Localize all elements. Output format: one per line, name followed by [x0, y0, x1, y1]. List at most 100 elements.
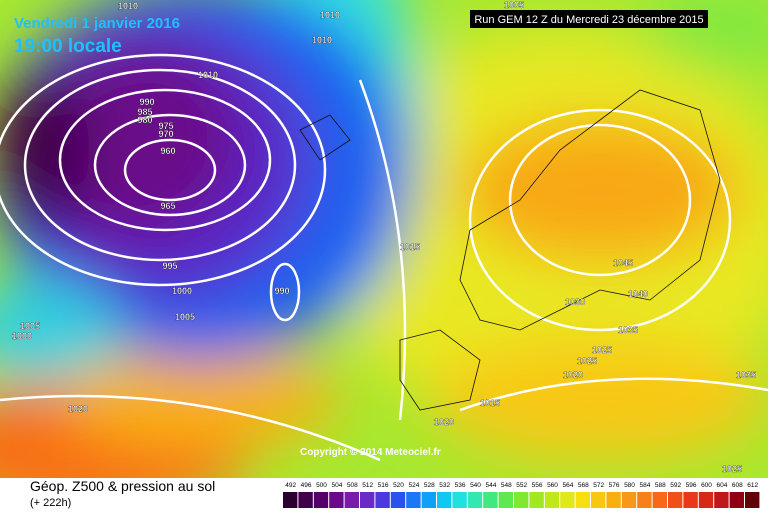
isobar-label: 965 [160, 201, 175, 211]
scale-swatch [714, 492, 729, 508]
scale-label: 544 [485, 482, 496, 489]
scale-label: 536 [455, 482, 466, 489]
scale-swatch [514, 492, 529, 508]
isobar-label: 1025 [577, 356, 597, 366]
scale-label: 520 [393, 482, 404, 489]
scale-swatch [375, 492, 390, 508]
scale-swatch [729, 492, 744, 508]
scale-swatch [344, 492, 359, 508]
scale-label: 588 [655, 482, 666, 489]
isobar-label: 1010 [312, 35, 332, 45]
isobar-label: 1010 [198, 70, 218, 80]
scale-label: 496 [301, 482, 312, 489]
scale-label: 548 [501, 482, 512, 489]
run-info: Run GEM 12 Z du Mercredi 23 décembre 201… [474, 14, 703, 26]
scale-swatch [390, 492, 406, 508]
isobar-label: 990 [139, 97, 154, 107]
isobar-label: 985 [137, 107, 152, 117]
scale-swatch [437, 492, 452, 508]
lead-time: (+ 222h) [30, 497, 71, 509]
isobar-label: 1045 [613, 258, 633, 268]
scale-swatch [406, 492, 421, 508]
scale-label: 564 [562, 482, 573, 489]
scale-label: 604 [716, 482, 727, 489]
isobar-label: 990 [274, 286, 289, 296]
scale-label: 576 [609, 482, 620, 489]
scale-swatch [575, 492, 590, 508]
isobar-labels: 1010101010101005101099098598097597096096… [12, 0, 756, 474]
scale-swatch [313, 492, 329, 508]
scale-swatch [606, 492, 621, 508]
isobar-label: 970 [158, 129, 173, 139]
isobar-label: 980 [137, 115, 152, 125]
scale-label: 612 [747, 482, 758, 489]
scale-swatch [544, 492, 560, 508]
scale-label: 504 [331, 482, 342, 489]
scale-swatch [621, 492, 637, 508]
scale-swatch [421, 492, 436, 508]
isobar-label: 1000 [172, 286, 192, 296]
scale-label: 540 [470, 482, 481, 489]
scale-swatch [591, 492, 606, 508]
scale-label: 556 [532, 482, 543, 489]
scale-swatch [745, 492, 760, 508]
isobar-label: 995 [162, 261, 177, 271]
isobar-label: 1005 [504, 0, 524, 10]
scale-label: 568 [578, 482, 589, 489]
isobar-label: 1025 [592, 345, 612, 355]
isobar-label: 1015 [400, 242, 420, 252]
scale-label: 608 [732, 482, 743, 489]
isobar-label: 1005 [175, 312, 195, 322]
isobar-label: 1020 [434, 417, 454, 427]
scale-swatch [329, 492, 344, 508]
scale-label: 596 [686, 482, 697, 489]
scale-swatch [283, 492, 298, 508]
scale-label: 512 [362, 482, 373, 489]
scale-label: 528 [424, 482, 435, 489]
scale-swatch [529, 492, 544, 508]
copyright: Copyright © 2014 Meteociel.fr [300, 447, 441, 458]
scale-label: 508 [347, 482, 358, 489]
scale-swatch [452, 492, 467, 508]
scale-swatch [652, 492, 667, 508]
isobar-label: 975 [158, 121, 173, 131]
scale-swatch [668, 492, 683, 508]
scale-swatch [467, 492, 483, 508]
scale-label: 600 [701, 482, 712, 489]
isobar-label: 1010 [320, 10, 340, 20]
scale-swatch [637, 492, 652, 508]
scale-label: 572 [593, 482, 604, 489]
isobar-label: 960 [160, 146, 175, 156]
isobar-label: 1035 [736, 370, 756, 380]
forecast-date: Vendredi 1 janvier 2016 [14, 15, 180, 32]
scale-label: 580 [624, 482, 635, 489]
scale-swatch [360, 492, 375, 508]
scale-label: 500 [316, 482, 327, 489]
scale-label: 584 [639, 482, 650, 489]
scale-label: 492 [285, 482, 296, 489]
scale-swatch [483, 492, 498, 508]
footer-title: Géop. Z500 & pression au sol [30, 478, 215, 494]
scale-label: 552 [516, 482, 527, 489]
isobar-label: 1040 [628, 289, 648, 299]
isobar-label: 1015 [480, 398, 500, 408]
isobar-label: 1025 [722, 464, 742, 474]
isobar-label: 1000 [12, 331, 32, 341]
scale-label: 516 [378, 482, 389, 489]
scale-swatch [298, 492, 313, 508]
scale-label: 532 [439, 482, 450, 489]
scale-label: 592 [670, 482, 681, 489]
isobar-label: 1035 [618, 325, 638, 335]
run-box [470, 10, 708, 28]
isobar-label: 1030 [565, 297, 585, 307]
isobar-label: 1020 [68, 404, 88, 414]
forecast-time: 19:00 locale [14, 36, 122, 57]
scale-label: 524 [408, 482, 419, 489]
scale-swatch [683, 492, 698, 508]
color-scale: 492 496 500 504 508 512 516 520 524 528 532 536 540 5… [283, 482, 760, 508]
scale-swatch [560, 492, 575, 508]
isobar-label: 1020 [563, 370, 583, 380]
scale-swatch [498, 492, 513, 508]
